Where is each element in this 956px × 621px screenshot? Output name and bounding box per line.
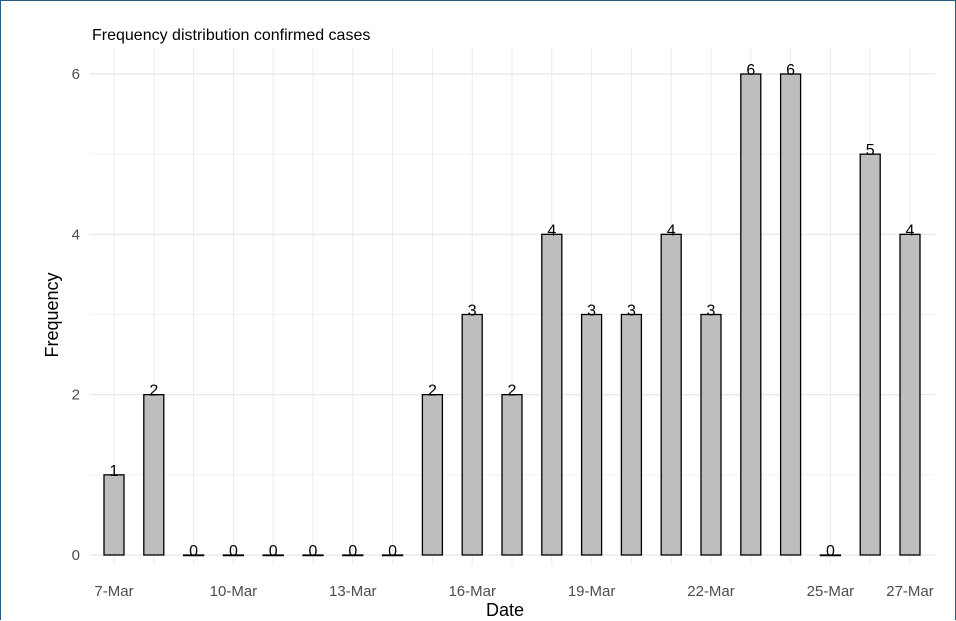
- bar: [819, 554, 842, 557]
- bar-value-label: 6: [786, 62, 795, 79]
- y-axis-ticks: 0 2 4 6: [72, 66, 80, 564]
- bar: [700, 313, 722, 556]
- x-tick-label: 13-Mar: [329, 583, 377, 600]
- bar-value-label: 4: [906, 222, 915, 239]
- bar: [620, 313, 643, 556]
- bar-value-label: 3: [587, 303, 596, 320]
- bar: [262, 554, 284, 557]
- x-axis-ticks: 7-Mar 10-Mar 13-Mar 16-Mar 19-Mar 22-Mar 25-Ma…: [94, 583, 933, 600]
- bar: [381, 554, 404, 557]
- bar: [461, 313, 483, 556]
- bar: [103, 474, 125, 556]
- bar: [779, 73, 802, 556]
- bar-value-label: 3: [707, 303, 716, 320]
- bar: [580, 313, 603, 556]
- bar: [342, 554, 364, 557]
- y-tick-label: 0: [72, 547, 80, 564]
- y-tick-label: 2: [72, 387, 80, 404]
- bar: [182, 554, 205, 557]
- bar-value-label: 0: [388, 543, 397, 560]
- bar-value-label: 0: [348, 543, 357, 560]
- bar-value-label: 6: [746, 62, 755, 79]
- x-axis-title: Date: [486, 600, 524, 620]
- data-labels: 1 2 0 0 0 0 0 0 2 3 2 4 3 3 4 3 6 6 0 5 4: [110, 62, 915, 560]
- bar: [143, 394, 165, 556]
- bar-value-label: 0: [269, 543, 278, 560]
- chart-title: Frequency distribution confirmed cases: [92, 27, 370, 44]
- bar: [660, 233, 682, 556]
- bar-value-label: 2: [508, 383, 517, 400]
- y-tick-label: 4: [72, 226, 80, 243]
- bar-value-label: 1: [110, 463, 119, 480]
- bar: [740, 73, 762, 556]
- bar: [501, 394, 523, 556]
- bar: [302, 554, 324, 557]
- bar-value-label: 0: [826, 543, 835, 560]
- x-tick-label: 22-Mar: [687, 583, 735, 600]
- bar: [222, 554, 245, 557]
- bar: [541, 233, 563, 556]
- bar: [421, 394, 444, 556]
- bar-value-label: 4: [667, 222, 676, 239]
- bar-value-label: 0: [189, 543, 198, 560]
- bar-value-label: 2: [428, 383, 437, 400]
- bar-value-label: 0: [309, 543, 318, 560]
- y-tick-label: 6: [72, 66, 80, 83]
- x-tick-label: 19-Mar: [568, 583, 616, 600]
- x-tick-label: 10-Mar: [210, 583, 258, 600]
- x-tick-label: 7-Mar: [94, 583, 133, 600]
- bars: [103, 73, 921, 557]
- bar: [859, 153, 881, 556]
- bar-value-label: 5: [866, 142, 875, 159]
- x-tick-label: 25-Mar: [807, 583, 855, 600]
- bar-value-label: 0: [229, 543, 238, 560]
- bar-value-label: 3: [468, 303, 477, 320]
- x-tick-label: 16-Mar: [448, 583, 496, 600]
- bar: [899, 233, 921, 556]
- y-axis-title: Frequency: [42, 272, 62, 357]
- bar-value-label: 4: [547, 222, 556, 239]
- x-tick-label: 27-Mar: [886, 583, 934, 600]
- bar-value-label: 3: [627, 303, 636, 320]
- bar-value-label: 2: [149, 383, 158, 400]
